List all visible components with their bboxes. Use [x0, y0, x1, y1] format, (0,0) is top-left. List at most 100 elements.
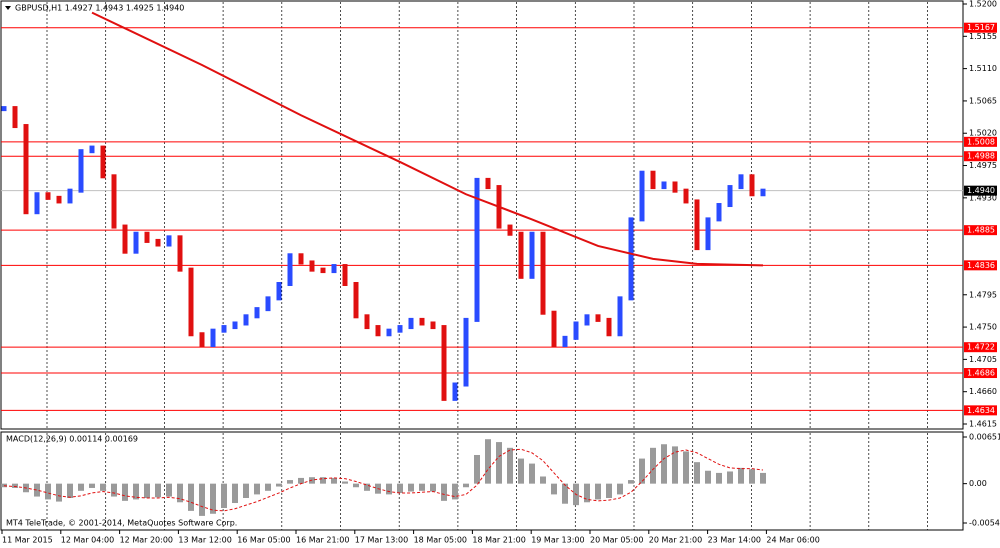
macd-bar: [364, 483, 370, 491]
macd-bar: [430, 483, 436, 492]
candle: [23, 124, 29, 215]
macd-bar: [397, 483, 403, 493]
y2-tick-label: 0.00651: [969, 433, 1000, 442]
macd-bar: [12, 483, 18, 488]
macd-bar: [628, 480, 634, 484]
macd-bar: [716, 472, 722, 484]
candle: [298, 253, 304, 265]
macd-bar: [111, 483, 117, 497]
candle: [606, 317, 612, 337]
macd-bar: [727, 471, 733, 484]
macd-bar: [320, 477, 326, 484]
macd-bar: [661, 444, 667, 484]
level-tag: [964, 225, 997, 236]
x-tick-label: 24 Mar 06:00: [766, 536, 819, 545]
x-tick-label: 16 Mar 21:00: [296, 536, 349, 545]
macd-bar: [254, 483, 260, 495]
candle: [562, 335, 568, 348]
moving-average: [91, 11, 764, 267]
macd-bar: [56, 483, 62, 502]
candle: [760, 188, 766, 197]
level-label: 1.4836: [967, 261, 995, 270]
candle: [573, 321, 579, 340]
menu-arrow: [5, 6, 11, 10]
y-tick-label: 1.4660: [969, 387, 997, 396]
macd-bar: [485, 439, 491, 484]
candle: [694, 199, 700, 251]
candle: [1, 106, 7, 112]
x-tick-label: 11 Mar 2015: [2, 536, 53, 545]
candle: [342, 264, 348, 286]
macd-bar: [496, 442, 502, 484]
macd-bar: [34, 483, 40, 497]
candle: [617, 296, 623, 337]
y-tick-label: 1.4795: [969, 290, 997, 299]
macd-bar: [287, 480, 293, 484]
macd-bar: [199, 483, 205, 516]
level-tag: [964, 405, 997, 416]
candle: [287, 253, 293, 286]
macd-bar: [265, 483, 271, 491]
macd-bar: [595, 483, 601, 500]
level-tag: [964, 260, 997, 271]
candle: [375, 325, 381, 337]
macd-bar: [155, 483, 161, 498]
x-tick-label: 12 Mar 04:00: [61, 536, 114, 545]
candle: [672, 181, 678, 193]
macd-bar: [639, 458, 645, 484]
candle: [430, 321, 436, 330]
x-tick-label: 18 Mar 05:00: [414, 536, 467, 545]
level-tag: [964, 151, 997, 162]
candle: [67, 188, 73, 204]
candle: [265, 296, 271, 312]
macd-label: MACD(12,26,9) 0.00114 0.00169: [6, 435, 138, 444]
macd-frame: [0, 431, 964, 531]
candle: [716, 203, 722, 222]
candle: [628, 217, 634, 301]
candle: [529, 231, 535, 279]
y-tick-label: 1.4705: [969, 355, 997, 364]
level-label: 1.5008: [967, 137, 995, 146]
candle: [518, 231, 524, 279]
level-label: 1.4686: [967, 369, 995, 378]
candle: [474, 177, 480, 322]
candle: [276, 282, 282, 301]
price-frame: [0, 0, 964, 430]
x-tick-label: 20 Mar 21:00: [649, 536, 702, 545]
current-price-tag: [964, 185, 997, 196]
candle: [331, 264, 337, 274]
macd-bar: [188, 483, 194, 511]
x-tick-label: 17 Mar 13:00: [355, 536, 408, 545]
x-tick-label: 20 Mar 05:00: [590, 536, 643, 545]
macd-bar: [276, 483, 282, 487]
candle: [540, 231, 546, 315]
macd-bar: [540, 476, 546, 484]
y-tick-label: 1.4750: [969, 323, 997, 332]
candle: [408, 317, 414, 330]
macd-bar: [221, 483, 227, 509]
macd-bar: [144, 483, 150, 498]
candle: [749, 174, 755, 197]
macd-bar: [243, 483, 249, 498]
candle: [320, 267, 326, 274]
level-tag: [964, 22, 997, 33]
level-tag: [964, 368, 997, 379]
candle: [463, 317, 469, 387]
macd-bar: [584, 483, 590, 503]
candle: [221, 325, 227, 333]
candle: [650, 170, 656, 190]
candle: [12, 106, 18, 129]
candle: [122, 224, 128, 254]
candle: [309, 260, 315, 272]
candle: [177, 235, 183, 272]
macd-bar: [353, 483, 359, 488]
macd-bar: [298, 477, 304, 484]
candle: [683, 188, 689, 204]
level-label: 1.5167: [967, 23, 995, 32]
macd-bar: [518, 458, 524, 484]
x-tick-label: 12 Mar 20:00: [120, 536, 173, 545]
y-tick-label: 1.4930: [969, 193, 997, 202]
macd-bar: [452, 483, 458, 500]
candle: [144, 231, 150, 243]
